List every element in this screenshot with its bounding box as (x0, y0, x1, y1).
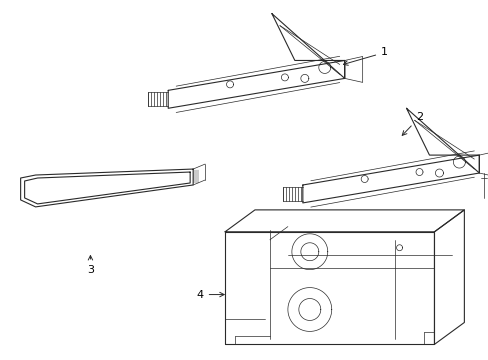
Text: 4: 4 (196, 289, 224, 300)
Text: 1: 1 (343, 48, 387, 65)
Text: 3: 3 (87, 256, 94, 275)
Text: 2: 2 (402, 112, 422, 135)
